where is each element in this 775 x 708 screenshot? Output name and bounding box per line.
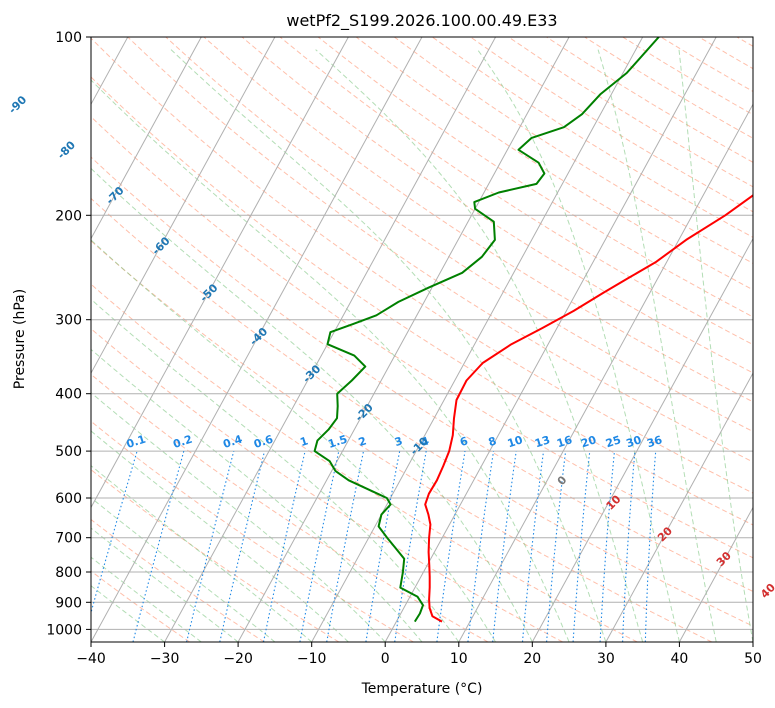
isotherm-line <box>458 103 753 642</box>
x-tick-label: 50 <box>744 651 762 667</box>
isotherm-line <box>91 37 423 642</box>
y-axis-label: Pressure (hPa) <box>12 289 28 389</box>
moist-adiabats <box>91 49 753 642</box>
mixing-ratio-line <box>521 451 545 642</box>
dry-adiabat <box>91 469 340 642</box>
dewpoint-line <box>313 37 660 623</box>
x-tick-label: 10 <box>450 651 468 667</box>
plot-frame <box>90 36 754 643</box>
mixing-ratio-line <box>262 450 306 642</box>
dry-adiabat <box>91 116 753 559</box>
x-tick-label: −10 <box>297 651 327 667</box>
dry-adiabat <box>279 37 753 346</box>
mixing-ratio-label: 6 <box>458 434 470 449</box>
y-tick-label: 200 <box>55 208 82 224</box>
x-tick-label: −40 <box>76 651 106 667</box>
mixing-ratio-line <box>219 450 266 642</box>
y-tick-label: 500 <box>55 444 82 460</box>
mixing-ratio-line <box>91 450 138 615</box>
isotherm-line <box>91 37 276 375</box>
isotherm-line <box>164 37 497 642</box>
mixing-ratio-line <box>467 451 495 642</box>
dry-adiabat <box>91 240 713 642</box>
mixing-ratio-line <box>186 450 235 642</box>
grid-lines <box>91 37 753 642</box>
isotherm-line <box>531 237 753 642</box>
mixing-ratio-label: 4 <box>419 434 431 449</box>
dry-adiabat <box>241 37 753 374</box>
dry-adiabat <box>91 197 753 627</box>
mixing-ratio-line <box>572 451 591 642</box>
isotherm-line <box>237 37 570 642</box>
moist-adiabat <box>315 49 644 642</box>
dry-adiabat <box>91 570 190 642</box>
mixing-ratio-label: 3 <box>393 434 404 449</box>
isotherm-line <box>678 506 753 642</box>
y-tick-label: 100 <box>55 30 82 46</box>
x-tick-label: 0 <box>381 651 390 667</box>
moist-adiabat <box>91 167 533 642</box>
moist-adiabat <box>170 49 607 642</box>
moist-adiabat <box>678 49 753 642</box>
x-tick-label: −30 <box>150 651 180 667</box>
mixing-ratio-label: 25 <box>604 433 623 450</box>
dry-adiabat <box>91 518 265 642</box>
mixing-ratio-label: 16 <box>555 433 574 450</box>
mixing-ratio-line <box>546 451 567 642</box>
mixing-ratio-lines <box>91 450 657 642</box>
mixing-ratio-label: 36 <box>645 433 664 450</box>
moist-adiabat <box>597 49 717 642</box>
y-tick-label: 600 <box>55 491 82 507</box>
chart-title: wetPf2_S199.2026.100.00.49.E33 <box>286 11 557 31</box>
mixing-ratio-label: 13 <box>533 433 552 450</box>
x-axis-label: Temperature (°C) <box>361 681 483 697</box>
moist-adiabat <box>91 298 460 642</box>
isotherm-line <box>311 37 644 642</box>
axis-ticks: −40 −30 −20 −10 0 10 20 30 40 5010020030040050060… <box>46 30 762 667</box>
isotherm-line <box>91 37 349 509</box>
mixing-ratio-label: 2 <box>357 434 368 449</box>
isotherm-line <box>605 372 753 642</box>
mixing-ratio-label: 0.6 <box>252 432 275 450</box>
x-tick-label: −20 <box>223 651 253 667</box>
moist-adiabat <box>91 497 276 642</box>
y-tick-label: 1000 <box>46 622 82 638</box>
mixing-ratio-label: 1 <box>298 434 309 449</box>
y-tick-label: 400 <box>55 387 82 403</box>
dry-adiabat <box>91 37 753 494</box>
y-tick-label: 800 <box>55 565 82 581</box>
isotherm-line <box>91 37 202 240</box>
moist-adiabat <box>91 392 386 642</box>
mixing-ratio-label: 10 <box>506 433 525 450</box>
profile-series <box>313 37 753 623</box>
isotherm-line <box>384 37 717 642</box>
dry-adiabat <box>127 37 753 463</box>
mixing-ratio-line <box>492 451 517 642</box>
mixing-ratio-line <box>436 451 466 642</box>
y-tick-label: 900 <box>55 595 82 611</box>
moist-adiabat <box>91 430 349 642</box>
mixing-ratio-label: 20 <box>579 433 598 450</box>
x-tick-label: 20 <box>523 651 541 667</box>
dry-adiabat <box>91 156 753 593</box>
mixing-ratio-line <box>132 450 185 642</box>
x-tick-label: 40 <box>670 651 688 667</box>
mixing-ratio-label: 8 <box>487 434 498 449</box>
mixing-ratio-label: 0.4 <box>221 432 244 450</box>
y-tick-label: 700 <box>55 531 82 547</box>
moist-adiabat <box>91 527 239 642</box>
moist-adiabat <box>477 49 680 642</box>
mixing-ratio-label: 0.1 <box>125 433 148 451</box>
moist-adiabat <box>91 239 497 642</box>
dry-adiabat <box>91 373 489 642</box>
temperature-line <box>424 194 753 623</box>
mixing-ratio-label: 1.5 <box>326 433 349 451</box>
moist-adiabat <box>91 79 570 642</box>
dry-adiabat <box>317 37 753 318</box>
mixing-ratio-label: 30 <box>625 433 644 450</box>
y-tick-label: 300 <box>55 313 82 329</box>
mixing-ratio-label: 0.2 <box>171 433 194 451</box>
x-tick-label: 30 <box>597 651 615 667</box>
